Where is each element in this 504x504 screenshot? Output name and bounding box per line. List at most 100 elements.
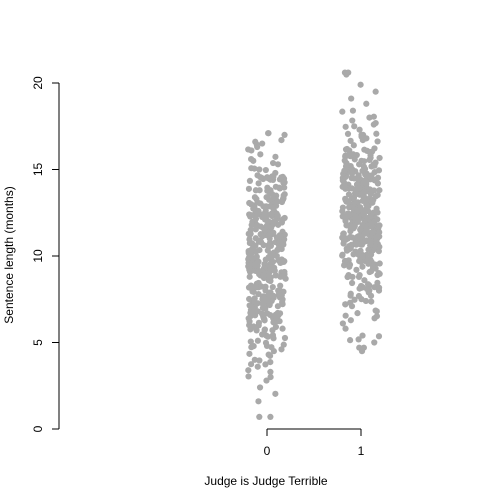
data-point	[258, 283, 265, 290]
data-point	[373, 130, 380, 137]
data-point	[358, 348, 366, 355]
data-point	[341, 258, 349, 265]
data-point	[349, 117, 356, 124]
data-point	[259, 140, 266, 147]
data-point	[281, 179, 288, 186]
data-point	[357, 258, 364, 265]
data-point	[350, 142, 357, 149]
data-point	[252, 226, 259, 233]
data-point	[274, 212, 281, 219]
data-point	[261, 327, 268, 334]
data-point	[376, 270, 383, 278]
data-point	[274, 303, 281, 310]
data-point	[266, 276, 273, 283]
data-point	[250, 323, 257, 330]
data-point	[248, 221, 255, 229]
data-point	[341, 213, 348, 220]
data-point	[339, 208, 346, 215]
data-point	[281, 184, 288, 191]
data-point	[248, 303, 255, 310]
data-point	[342, 195, 349, 202]
data-point	[268, 210, 275, 217]
data-point	[276, 184, 283, 191]
data-point	[368, 198, 376, 205]
data-point	[265, 175, 272, 182]
data-point	[369, 229, 376, 236]
data-point	[247, 338, 254, 345]
data-point	[372, 307, 379, 314]
data-point	[376, 260, 383, 267]
data-point	[374, 180, 381, 187]
data-point	[262, 339, 270, 346]
data-point	[251, 356, 258, 363]
y-axis-title: Sentence length (months)	[2, 186, 16, 323]
data-point	[246, 318, 253, 325]
data-point	[277, 282, 284, 289]
data-point	[277, 259, 284, 266]
data-point	[251, 295, 258, 302]
data-point	[270, 292, 277, 299]
data-point	[267, 374, 274, 381]
x-tick-label: 1	[358, 444, 365, 458]
data-point	[373, 313, 381, 320]
data-point	[357, 226, 364, 233]
data-point	[372, 238, 379, 245]
data-point	[375, 333, 383, 340]
y-tick-label: 20	[31, 76, 45, 90]
data-point	[271, 267, 278, 274]
data-point	[270, 173, 277, 180]
data-point	[355, 292, 363, 300]
data-point	[245, 185, 253, 192]
data-point	[376, 187, 383, 194]
data-point	[245, 367, 252, 374]
data-point	[272, 311, 279, 318]
data-point	[256, 413, 263, 420]
data-point	[255, 398, 262, 405]
data-point	[262, 287, 269, 294]
data-point	[269, 327, 276, 334]
data-point	[347, 137, 354, 144]
data-point	[279, 216, 287, 223]
data-point	[354, 310, 361, 317]
data-point	[355, 336, 362, 343]
data-point	[248, 250, 255, 258]
data-point	[254, 363, 261, 370]
data-point	[255, 319, 263, 326]
data-point	[256, 166, 263, 173]
data-point	[265, 254, 272, 261]
data-point	[356, 271, 363, 279]
data-point	[254, 300, 261, 307]
data-point	[363, 135, 370, 142]
data-point	[376, 154, 383, 162]
data-point	[269, 159, 277, 167]
data-point	[272, 390, 279, 397]
data-point	[249, 245, 256, 252]
data-point	[246, 295, 253, 303]
data-point	[245, 146, 252, 153]
data-point	[264, 297, 271, 304]
data-point	[356, 161, 363, 168]
data-point	[246, 236, 253, 243]
data-point	[281, 268, 288, 276]
data-point	[360, 211, 367, 218]
data-point	[351, 175, 358, 182]
data-point	[346, 263, 353, 270]
data-point	[280, 341, 287, 348]
data-point	[277, 292, 284, 299]
data-point	[349, 107, 357, 114]
data-point	[339, 108, 346, 115]
data-point	[365, 246, 372, 253]
data-point	[264, 184, 271, 191]
data-point	[342, 312, 349, 319]
data-point	[344, 130, 352, 138]
data-point	[374, 174, 382, 181]
data-point	[359, 263, 366, 270]
data-point	[267, 352, 274, 359]
data-point	[339, 251, 346, 258]
data-point	[370, 113, 377, 120]
y-tick-label: 15	[31, 163, 45, 177]
data-point	[246, 273, 253, 280]
data-point	[368, 222, 375, 230]
data-point	[281, 334, 289, 342]
